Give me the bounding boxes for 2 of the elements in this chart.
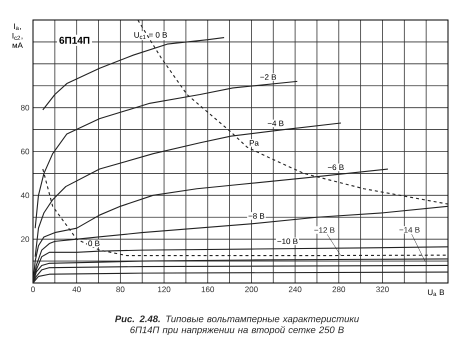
text: Рис. 2.48. Типовые вольтамперные характеристики 6П14П при напряжении на второй сетке 250 В [115,316,359,336]
text: 6П14П [59,36,90,44]
